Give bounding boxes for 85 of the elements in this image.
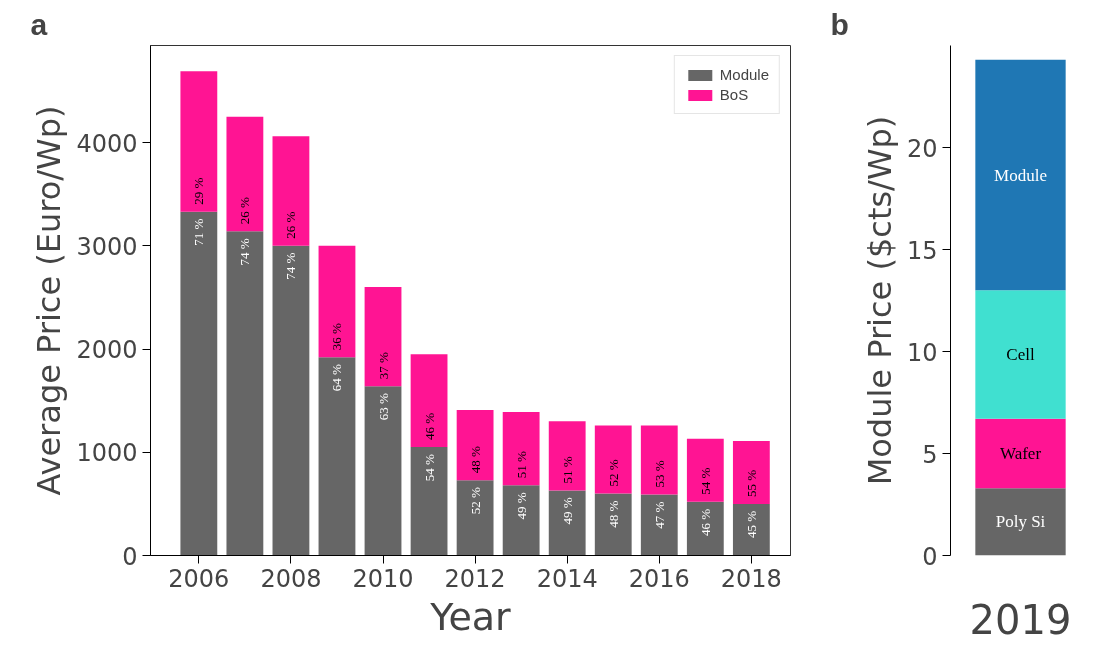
annotation: 74 % xyxy=(237,238,253,266)
bar xyxy=(272,245,310,556)
annotation: 36 % xyxy=(329,323,345,351)
y-tick-label: 0 xyxy=(122,542,138,571)
y-tick-label: 1000 xyxy=(76,439,138,468)
chart-title: b xyxy=(830,7,849,41)
annotation: 37 % xyxy=(375,351,391,380)
annotation: 48 % xyxy=(605,500,621,528)
series-label: Module xyxy=(994,165,1047,185)
bar xyxy=(548,490,586,556)
annotation: 51 % xyxy=(513,451,529,479)
bar xyxy=(226,116,264,232)
bar xyxy=(410,354,448,448)
y-axis-title: Average Price (Euro/Wp) xyxy=(30,105,69,496)
bar xyxy=(502,485,540,556)
bar xyxy=(318,357,356,556)
y-tick-label: 3000 xyxy=(76,232,138,261)
annotation: 46 % xyxy=(697,508,713,536)
x-tick-label: 2010 xyxy=(352,564,414,593)
annotation: 51 % xyxy=(559,456,575,484)
annotation: 64 % xyxy=(329,364,345,392)
annotation: 63 % xyxy=(375,393,391,421)
annotation: 71 % xyxy=(191,218,207,246)
annotation: 49 % xyxy=(559,497,575,525)
annotation: 47 % xyxy=(651,501,667,529)
bar xyxy=(318,245,356,358)
bar xyxy=(594,493,632,556)
legend-label: Module xyxy=(719,66,769,83)
annotation: 55 % xyxy=(743,469,759,497)
chart-title: a xyxy=(30,7,48,41)
bar xyxy=(975,59,1066,291)
annotation: 26 % xyxy=(237,197,253,225)
bar xyxy=(410,447,448,556)
bar xyxy=(975,418,1066,489)
y-tick-label: 4000 xyxy=(76,129,138,158)
x-tick-label: 2018 xyxy=(720,564,782,593)
legend-label: BoS xyxy=(719,86,749,103)
annotation: 49 % xyxy=(513,492,529,520)
bar xyxy=(975,488,1066,556)
annotation: 52 % xyxy=(467,486,483,515)
annotation: 52 % xyxy=(605,459,621,487)
series-label: Wafer xyxy=(999,444,1042,463)
bar xyxy=(640,494,678,556)
annotation: 46 % xyxy=(421,412,437,441)
bar xyxy=(548,421,586,491)
x-tick-label: 2014 xyxy=(536,564,598,593)
annotation: 54 % xyxy=(421,453,437,482)
y-tick-label: 0 xyxy=(922,542,938,571)
bar xyxy=(686,501,724,556)
bar xyxy=(502,412,540,486)
series-label: Poly Si xyxy=(995,512,1046,532)
y-axis-title: Module Price ($cts/Wp) xyxy=(860,115,899,486)
bar xyxy=(456,409,494,481)
bar xyxy=(226,231,264,556)
series-label: Cell xyxy=(1006,345,1035,365)
bar xyxy=(594,425,632,494)
annotation: 48 % xyxy=(467,445,483,474)
bar xyxy=(732,503,770,556)
y-tick-label: 5 xyxy=(922,440,938,469)
annotation: 54 % xyxy=(697,467,713,495)
x-axis-title: Year xyxy=(429,594,512,639)
annotation: 53 % xyxy=(651,460,667,488)
bar xyxy=(180,211,218,556)
x-tick-label: 2008 xyxy=(260,564,322,593)
x-tick-label: 2006 xyxy=(168,564,230,593)
bar xyxy=(456,480,494,556)
bar xyxy=(975,290,1066,419)
annotation: 26 % xyxy=(283,211,299,239)
bar xyxy=(686,438,724,502)
x-tick-label: 2016 xyxy=(628,564,690,593)
x-tick-label: 2012 xyxy=(444,564,506,593)
bar xyxy=(364,386,402,556)
annotation: 45 % xyxy=(743,510,759,538)
y-tick-label: 10 xyxy=(906,338,938,367)
y-tick-label: 20 xyxy=(906,134,938,163)
y-tick-label: 15 xyxy=(906,236,938,265)
bar xyxy=(640,425,678,495)
bar xyxy=(732,440,770,504)
y-tick-label: 2000 xyxy=(76,336,138,365)
annotation: 29 % xyxy=(191,177,207,205)
bar xyxy=(272,136,310,246)
annotation: 74 % xyxy=(283,252,299,280)
x-tick-label: 2019 xyxy=(969,596,1072,643)
bar xyxy=(364,287,402,387)
bar xyxy=(180,71,218,212)
